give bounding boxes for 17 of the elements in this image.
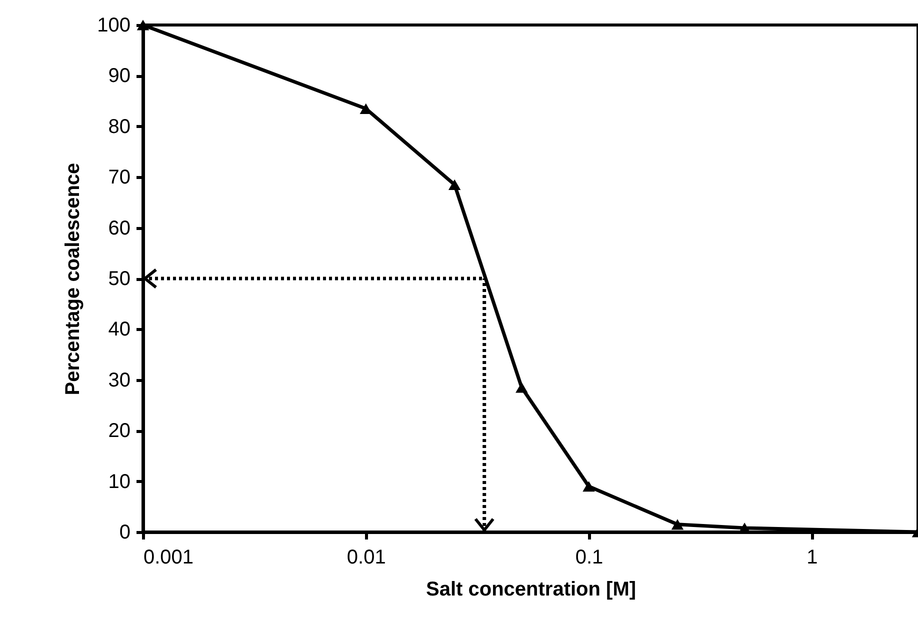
y-tick-label: 80 — [108, 116, 130, 138]
y-tick-label: 90 — [108, 65, 130, 88]
y-tick-label: 50 — [108, 268, 130, 290]
y-tick-label: 0 — [119, 522, 130, 544]
y-tick-label: 40 — [108, 318, 130, 341]
y-tick-label: 10 — [108, 470, 130, 493]
y-tick-label: 20 — [108, 420, 130, 442]
y-tick-label: 30 — [108, 369, 130, 392]
x-tick-label: 0.1 — [575, 546, 604, 568]
x-tick-label: 1 — [806, 546, 818, 568]
y-axis-title: Percentage coalescence — [62, 162, 84, 396]
y-tick-label: 70 — [108, 166, 130, 189]
x-tick-label: 0.01 — [346, 546, 386, 568]
x-axis-title: Salt concentration [M] — [426, 578, 636, 600]
x-tick-label: 0.001 — [144, 546, 194, 568]
y-tick-label: 60 — [108, 217, 130, 240]
y-tick-label: 100 — [97, 14, 130, 36]
